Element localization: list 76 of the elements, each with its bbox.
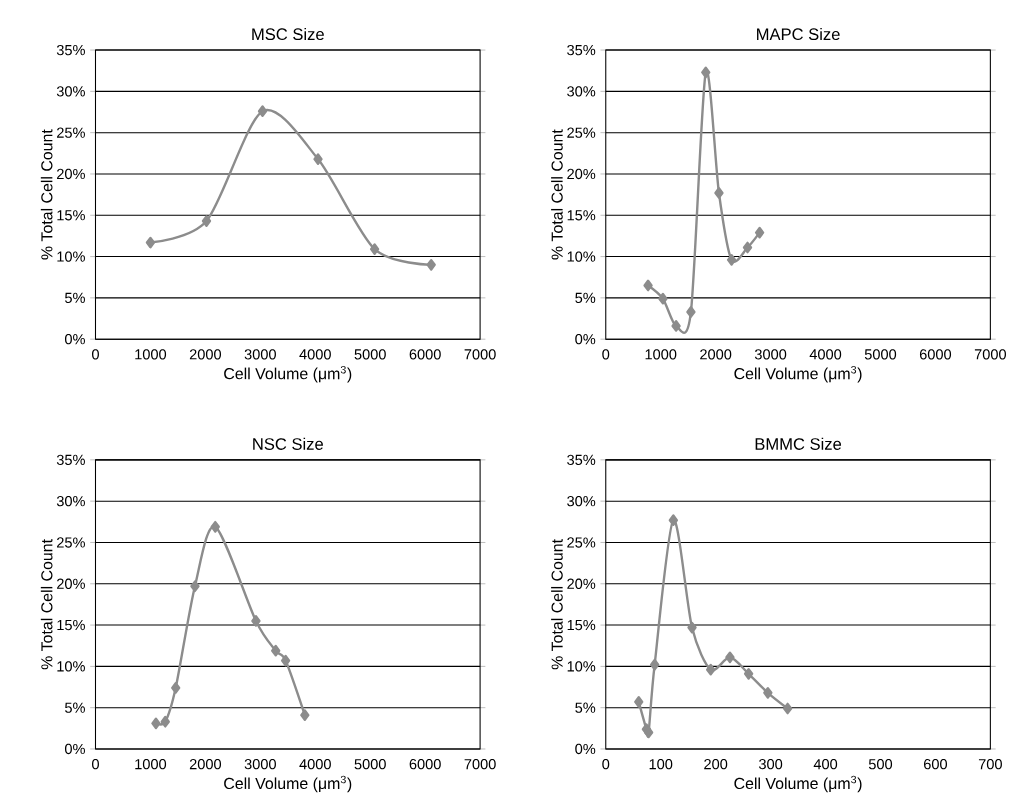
x-tick-label: 100	[649, 759, 673, 770]
x-tick-label: 1000	[135, 759, 167, 770]
y-tick-label: 30%	[56, 496, 85, 507]
x-tick-label: 200	[704, 759, 728, 770]
y-axis-title: % Total Cell Count	[551, 129, 563, 260]
y-tick-label: 25%	[567, 127, 596, 139]
y-tick-label: 20%	[567, 578, 596, 590]
y-tick-label: 35%	[56, 454, 85, 466]
x-tick-label: 5000	[354, 349, 386, 360]
x-tick-label: 2000	[700, 349, 732, 360]
x-tick-label: 0	[92, 349, 99, 360]
y-tick-label: 35%	[56, 45, 85, 56]
x-tick-label: 600	[924, 759, 947, 770]
y-tick-label: 25%	[567, 537, 596, 548]
x-tick-label: 0	[92, 759, 99, 770]
y-tick-label: 0%	[575, 334, 596, 345]
y-tick-label: 15%	[567, 210, 596, 221]
y-tick-label: 25%	[57, 127, 85, 139]
y-tick-label: 20%	[57, 578, 85, 590]
x-tick-label: 7000	[464, 349, 496, 360]
x-tick-label: 0	[602, 349, 610, 360]
x-tick-label: 7000	[974, 349, 1006, 360]
x-tick-label: 400	[813, 759, 838, 770]
y-tick-label: 30%	[567, 86, 596, 97]
y-tick-label: 25%	[57, 537, 85, 548]
chart-title: MAPC Size	[757, 28, 840, 41]
x-tick-label: 5000	[354, 759, 386, 770]
chart-title: BMMC Size	[755, 437, 842, 451]
x-tick-label: 2000	[189, 759, 222, 770]
x-tick-label: 6000	[409, 759, 441, 770]
x-tick-label: 2000	[189, 349, 222, 360]
x-tick-label: 4000	[809, 349, 842, 360]
y-tick-label: 5%	[575, 292, 596, 304]
x-tick-label: 3000	[244, 759, 276, 770]
y-tick-label: 10%	[57, 661, 85, 672]
y-axis-title: % Total Cell Count	[40, 539, 53, 670]
x-tick-label: 500	[868, 759, 893, 770]
y-axis-title: % Total Cell Count	[551, 539, 563, 670]
x-axis-title: Cell Volume (μm$^{3}$)	[224, 775, 352, 793]
x-axis-title: Cell Volume (μm$^{3}$)	[224, 366, 352, 383]
y-tick-label: 5%	[65, 702, 85, 713]
y-tick-label: 10%	[567, 251, 596, 262]
x-tick-label: 4000	[299, 349, 331, 360]
y-tick-label: 5%	[575, 702, 596, 713]
chart-title: MSC Size	[252, 28, 324, 41]
y-tick-label: 0%	[64, 334, 85, 345]
y-tick-label: 10%	[567, 661, 596, 672]
x-tick-label: 1000	[135, 349, 167, 360]
chart-title: NSC Size	[253, 437, 323, 451]
x-tick-label: 0	[602, 759, 610, 770]
y-tick-label: 30%	[567, 496, 596, 507]
x-axis-title: Cell Volume (μm$^{3}$)	[734, 775, 862, 793]
y-tick-label: 35%	[567, 454, 596, 466]
y-tick-label: 0%	[64, 744, 85, 755]
x-tick-label: 3000	[244, 349, 276, 360]
x-axis-title: Cell Volume (μm$^{3}$)	[734, 366, 862, 383]
y-tick-label: 20%	[567, 168, 596, 180]
y-tick-label: 20%	[57, 168, 85, 180]
y-tick-label: 0%	[575, 744, 596, 755]
y-axis-title: % Total Cell Count	[40, 129, 53, 260]
x-tick-label: 1000	[645, 349, 677, 360]
x-tick-label: 700	[978, 759, 1002, 770]
y-tick-label: 30%	[56, 86, 85, 97]
y-tick-label: 15%	[57, 210, 85, 221]
y-tick-label: 5%	[65, 292, 85, 304]
x-tick-label: 7000	[464, 759, 496, 770]
y-tick-label: 35%	[567, 45, 596, 56]
x-tick-label: 4000	[299, 759, 331, 770]
x-tick-label: 6000	[409, 349, 441, 360]
x-tick-label: 3000	[754, 349, 787, 360]
x-tick-label: 300	[758, 759, 783, 770]
y-tick-label: 15%	[567, 620, 596, 631]
y-tick-label: 10%	[57, 251, 85, 262]
y-tick-label: 15%	[57, 620, 85, 631]
x-tick-label: 6000	[919, 349, 952, 360]
x-tick-label: 5000	[864, 349, 897, 360]
